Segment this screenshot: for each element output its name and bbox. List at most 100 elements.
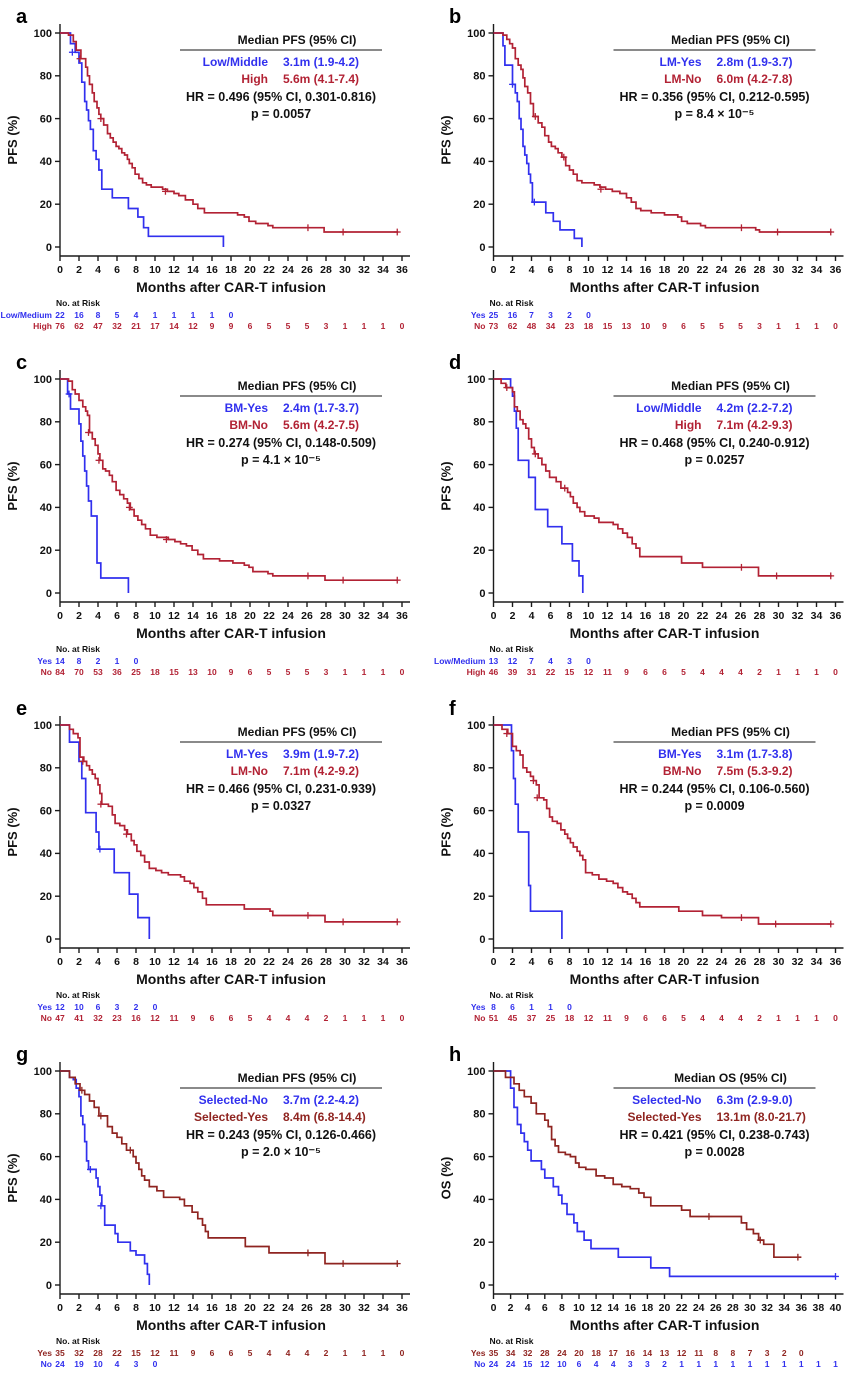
risk-value: 11	[603, 667, 612, 677]
legend-group-name: BM-Yes	[658, 747, 702, 761]
x-tick-label: 36	[830, 264, 842, 276]
y-tick-label: 60	[40, 805, 52, 817]
x-tick-label: 4	[95, 956, 101, 968]
risk-value: 7	[748, 1348, 753, 1358]
x-tick-labels: 0 2 4 6 8 10 12 14 16 18 20 22 24 26 28 30 32 34 36	[57, 948, 408, 968]
risk-value: 0	[833, 321, 838, 331]
x-tick-label: 18	[225, 264, 237, 276]
risk-value: 4	[611, 1359, 616, 1369]
p-value-text: p = 0.0327	[251, 799, 311, 813]
risk-row-label: High	[33, 321, 52, 331]
x-tick-label: 2	[76, 610, 82, 622]
x-tick-label: 6	[548, 264, 554, 276]
x-tick-labels: 0 2 4 6 8 10 12 14 16 18 20 22 24 26 28 30 32 34 36	[491, 948, 841, 968]
km-panel-h: h 0 20 40 60 80 100 0 2 4 6 8 10 12 14 16 18 20 22 24 26 28 3…	[433, 1038, 867, 1384]
x-tick-label: 36	[830, 610, 842, 622]
risk-value: 6	[643, 1013, 648, 1023]
risk-value: 8	[731, 1348, 736, 1358]
legend-group-name: BM-No	[229, 418, 268, 432]
risk-value: 5	[719, 321, 724, 331]
km-panel-f: f 0 20 40 60 80 100 0 2 4 6 8 10 12 14 16 18 20 22 24 26 28 3…	[433, 692, 867, 1038]
panel-letter-f: f	[449, 698, 456, 720]
risk-value: 53	[93, 667, 103, 677]
risk-row-label: Yes	[471, 310, 486, 320]
risk-value: 8	[491, 1002, 496, 1012]
risk-row-label: No	[474, 1013, 485, 1023]
censor-marks	[87, 1166, 105, 1210]
x-tick-label: 22	[676, 1302, 688, 1314]
risk-value: 9	[662, 321, 667, 331]
y-tick-label: 100	[467, 374, 485, 386]
risk-value: 12	[508, 656, 518, 666]
legend-median-value: 5.6m (4.1-7.4)	[283, 72, 359, 86]
risk-value: 0	[134, 656, 139, 666]
x-tick-label: 32	[358, 610, 370, 622]
x-tick-label: 6	[548, 956, 554, 968]
censor-marks	[509, 80, 538, 206]
y-tick-labels: 0 20 40 60 80 100	[34, 374, 60, 600]
risk-table-header: No. at Risk	[490, 1336, 534, 1346]
legend-median-value: 8.4m (6.8-14.4)	[283, 1110, 366, 1124]
risk-value: 11	[170, 1013, 179, 1023]
x-tick-label: 12	[590, 1302, 602, 1314]
km-panel-e: e 0 20 40 60 80 100 0 2 4 6 8 10 12 14 16 18 20 22 24 26 28 3…	[0, 692, 433, 1038]
risk-value: 1	[814, 1013, 819, 1023]
risk-value: 47	[55, 1013, 65, 1023]
y-tick-label: 80	[473, 417, 485, 429]
risk-value: 9	[624, 667, 629, 677]
risk-value: 76	[55, 321, 65, 331]
x-tick-label: 4	[529, 264, 535, 276]
legend: Median PFS (95% CI) BM-Yes 2.4m (1.7-3.7) B…	[180, 379, 382, 467]
risk-value: 5	[115, 310, 120, 320]
legend-median-value: 7.1m (4.2-9.2)	[283, 764, 359, 778]
risk-value: 12	[188, 321, 198, 331]
risk-value: 1	[153, 310, 158, 320]
risk-value: 1	[816, 1359, 821, 1369]
legend: Median PFS (95% CI) Low/Middle 3.1m (1.9-4…	[180, 33, 382, 121]
risk-value: 10	[207, 667, 217, 677]
x-tick-label: 10	[583, 264, 595, 276]
x-tick-labels: 0 2 4 6 8 10 12 14 16 18 20 22 24 26 28 30 32 34 36	[57, 256, 408, 276]
x-tick-label: 20	[244, 956, 256, 968]
risk-value: 18	[150, 667, 160, 677]
legend-median-value: 5.6m (4.2-7.5)	[283, 418, 359, 432]
x-tick-label: 28	[754, 610, 766, 622]
risk-value: 22	[112, 1348, 122, 1358]
x-tick-label: 0	[57, 1302, 63, 1314]
risk-value: 17	[150, 321, 160, 331]
legend: Median PFS (95% CI) LM-Yes 2.8m (1.9-3.7) L…	[613, 33, 816, 121]
risk-value: 15	[603, 321, 613, 331]
risk-value: 1	[362, 1348, 367, 1358]
x-tick-label: 14	[607, 1302, 619, 1314]
x-tick-label: 28	[727, 1302, 739, 1314]
risk-value: 6	[248, 667, 253, 677]
x-tick-label: 6	[542, 1302, 548, 1314]
risk-value: 5	[700, 321, 705, 331]
x-tick-label: 18	[642, 1302, 654, 1314]
x-tick-label: 20	[678, 264, 690, 276]
y-tick-label: 40	[473, 502, 485, 514]
risk-value: 11	[170, 1348, 179, 1358]
y-tick-label: 80	[473, 1109, 485, 1121]
legend-group-name: BM-Yes	[225, 401, 269, 415]
risk-value: 35	[55, 1348, 65, 1358]
risk-value: 11	[694, 1348, 703, 1358]
survival-curve-bm-no	[493, 724, 832, 925]
risk-value: 2	[96, 656, 101, 666]
panel-letter-e: e	[16, 698, 28, 720]
risk-value: 23	[112, 1013, 122, 1023]
survival-curve-bm-yes	[493, 724, 563, 939]
risk-value: 1	[799, 1359, 804, 1369]
y-tick-label: 40	[473, 156, 485, 168]
x-tick-label: 12	[168, 264, 180, 276]
risk-value: 3	[115, 1002, 120, 1012]
risk-value: 73	[489, 321, 499, 331]
risk-value: 1	[381, 1013, 386, 1023]
x-tick-label: 32	[358, 264, 370, 276]
x-tick-label: 40	[830, 1302, 842, 1314]
risk-value: 5	[305, 667, 310, 677]
y-tick-labels: 0 20 40 60 80 100	[34, 28, 60, 254]
risk-value: 28	[540, 1348, 550, 1358]
y-tick-label: 20	[40, 1237, 52, 1249]
risk-value: 46	[489, 667, 499, 677]
